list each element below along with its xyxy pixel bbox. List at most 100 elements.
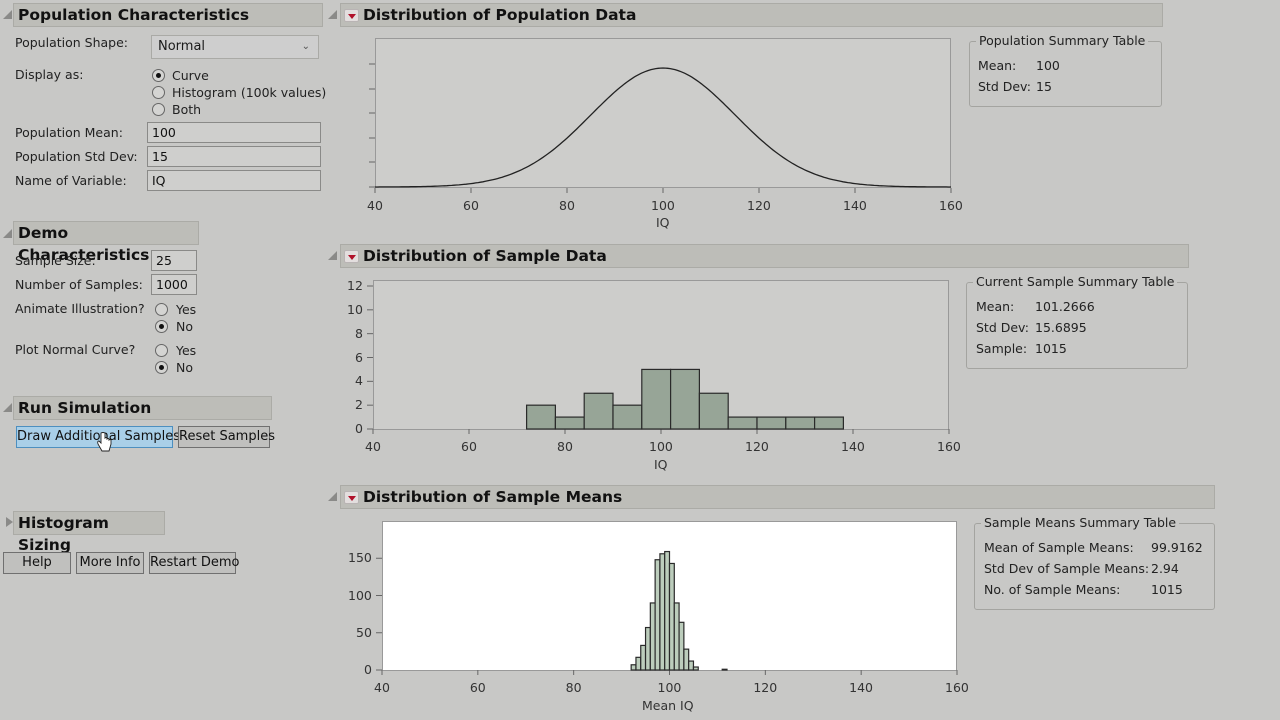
expand-triangle-icon[interactable] <box>6 517 13 527</box>
tick-label: 120 <box>745 439 769 454</box>
display-both-radio[interactable] <box>152 103 165 116</box>
tick-label: 100 <box>348 587 372 603</box>
population-sd-input[interactable]: 15 <box>147 146 321 167</box>
population-plot-area <box>375 38 951 188</box>
population-characteristics-header[interactable]: Population Characteristics <box>13 3 323 27</box>
summary-label: No. of Sample Means: <box>984 582 1121 597</box>
population-summary-title: Population Summary Table <box>976 33 1149 48</box>
display-curve-label: Curve <box>172 68 209 83</box>
tick-label: 40 <box>365 439 381 454</box>
display-histogram-label: Histogram (100k values) <box>172 85 327 100</box>
tick-label: 60 <box>469 680 486 695</box>
demo-characteristics-header[interactable]: Demo Characteristics <box>13 221 199 264</box>
population-mean-input[interactable]: 100 <box>147 122 321 143</box>
variable-name-label: Name of Variable: <box>15 173 127 188</box>
histogram-sizing-header[interactable]: Histogram Sizing <box>13 511 165 554</box>
summary-label: Std Dev: <box>978 79 1031 94</box>
x-tick-label: 140 <box>843 198 867 213</box>
plot-normal-yes-radio[interactable] <box>155 344 168 357</box>
plot-normal-no-radio[interactable] <box>155 361 168 374</box>
x-tick-label: 100 <box>651 198 675 213</box>
population-summary-table: Population Summary Table Mean: 100 Std D… <box>969 33 1162 107</box>
chevron-down-icon: ⌄ <box>301 41 310 52</box>
x-tick-label: 60 <box>463 198 479 213</box>
means-summary-table: Sample Means Summary Table Mean of Sampl… <box>974 515 1215 610</box>
tick-label: 8 <box>355 325 363 341</box>
summary-label: Std Dev of Sample Means: <box>984 561 1150 576</box>
summary-label: Mean: <box>978 58 1017 73</box>
num-samples-input[interactable]: 1000 <box>151 274 197 295</box>
display-curve-radio[interactable] <box>152 69 165 82</box>
plot-normal-label: Plot Normal Curve? <box>15 342 136 357</box>
tick-label: 100 <box>657 680 682 695</box>
population-shape-select[interactable]: Normal ⌄ <box>151 35 319 59</box>
collapse-triangle-icon[interactable] <box>3 10 12 19</box>
sample-distribution-title: Distribution of Sample Data <box>363 247 607 265</box>
collapse-triangle-icon[interactable] <box>328 10 337 19</box>
tick-label: 100 <box>649 439 673 454</box>
display-histogram-radio[interactable] <box>152 86 165 99</box>
x-tick-label: 80 <box>559 198 575 213</box>
tick-label: 10 <box>347 301 363 317</box>
draw-additional-samples-button[interactable]: Draw Additional Samples <box>16 426 180 448</box>
tick-label: 80 <box>557 439 573 454</box>
display-both-label: Both <box>172 102 202 117</box>
x-axis-title: Mean IQ <box>642 698 694 713</box>
red-triangle-menu-icon[interactable] <box>344 9 359 22</box>
x-tick-label: 120 <box>747 198 771 213</box>
collapse-triangle-icon[interactable] <box>3 229 12 238</box>
summary-label: Mean: <box>976 299 1015 314</box>
means-distribution-header[interactable]: Distribution of Sample Means <box>340 485 1215 509</box>
tick-label: 140 <box>841 439 865 454</box>
population-distribution-title: Distribution of Population Data <box>363 6 637 24</box>
sample-summary-title: Current Sample Summary Table <box>973 274 1178 289</box>
tick-label: 0 <box>355 421 363 436</box>
population-sd-label: Population Std Dev: <box>15 149 138 164</box>
sample-size-label: Sample Size: <box>15 253 96 268</box>
population-distribution-header[interactable]: Distribution of Population Data <box>340 3 1163 27</box>
tick-label: 40 <box>374 680 390 695</box>
summary-value: 15.6895 <box>1035 320 1087 335</box>
tick-label: 50 <box>356 624 372 640</box>
tick-label: 0 <box>364 662 372 677</box>
restart-demo-button[interactable]: Restart Demo <box>149 552 239 574</box>
summary-value: 1015 <box>1151 582 1183 597</box>
summary-label: Std Dev: <box>976 320 1029 335</box>
display-as-label: Display as: <box>15 67 84 82</box>
collapse-triangle-icon[interactable] <box>328 492 337 501</box>
help-button[interactable]: Help <box>3 552 71 574</box>
sample-distribution-header[interactable]: Distribution of Sample Data <box>340 244 1189 268</box>
tick-label: 150 <box>348 550 372 566</box>
means-distribution-title: Distribution of Sample Means <box>363 488 623 506</box>
run-simulation-header[interactable]: Run Simulation <box>13 396 272 420</box>
tick-label: 12 <box>347 278 363 293</box>
animate-no-label: No <box>176 319 193 334</box>
plot-normal-no-label: No <box>176 360 193 375</box>
collapse-triangle-icon[interactable] <box>328 251 337 260</box>
tick-label: 160 <box>945 680 969 695</box>
more-info-button[interactable]: More Info <box>76 552 144 574</box>
red-triangle-menu-icon[interactable] <box>344 491 359 504</box>
x-tick-label: 40 <box>367 198 383 213</box>
animate-no-radio[interactable] <box>155 320 168 333</box>
tick-label: 2 <box>355 397 363 413</box>
summary-value: 2.94 <box>1151 561 1179 576</box>
sample-size-input[interactable]: 25 <box>151 250 197 271</box>
variable-name-input[interactable]: IQ <box>147 170 321 191</box>
summary-value: 101.2666 <box>1035 299 1095 314</box>
tick-label: 4 <box>355 373 363 389</box>
sample-summary-table: Current Sample Summary Table Mean: 101.2… <box>966 274 1188 369</box>
red-triangle-menu-icon[interactable] <box>344 250 359 263</box>
tick-label: 60 <box>461 439 477 454</box>
collapse-triangle-icon[interactable] <box>3 403 12 412</box>
summary-value: 100 <box>1036 58 1060 73</box>
num-samples-label: Number of Samples: <box>15 277 143 292</box>
x-tick-label: 160 <box>939 198 963 213</box>
summary-label: Sample: <box>976 341 1028 356</box>
reset-samples-button[interactable]: Reset Samples <box>178 426 275 448</box>
animate-yes-radio[interactable] <box>155 303 168 316</box>
summary-value: 99.9162 <box>1151 540 1203 555</box>
tick-label: 6 <box>355 349 363 365</box>
